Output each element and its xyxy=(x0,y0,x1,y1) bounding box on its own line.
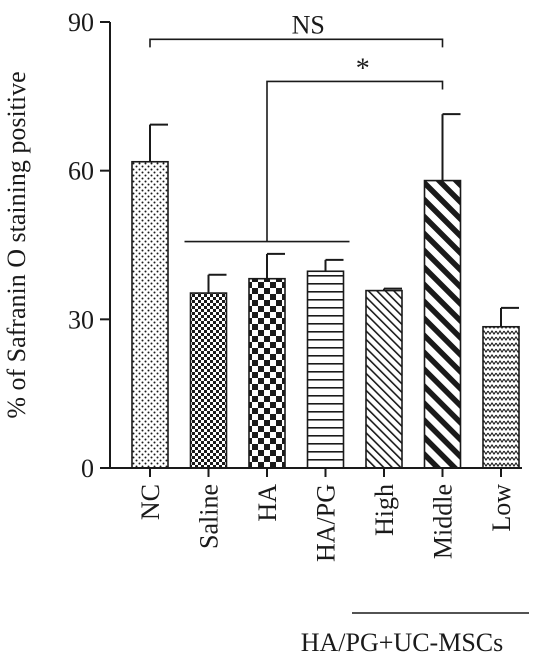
error-bars xyxy=(149,113,519,327)
bracket-ns xyxy=(149,38,444,48)
x-tick-label: Low xyxy=(487,484,516,532)
bracket-significant xyxy=(266,80,444,242)
x-tick-label: NC xyxy=(136,484,165,520)
y-tick-label: 0 xyxy=(81,454,94,483)
x-axis: NC Saline HA HA/PG High Middle Low xyxy=(110,467,522,562)
bars xyxy=(131,160,520,469)
y-tick-label: 90 xyxy=(68,8,94,37)
group-label-text: HA/PG+UC-MSCs xyxy=(301,628,504,657)
y-axis: 0 30 60 90 xyxy=(68,8,111,483)
bar-high xyxy=(365,289,403,469)
bar-ha xyxy=(248,277,286,469)
x-tick-label: High xyxy=(370,484,399,536)
bar-nc xyxy=(131,160,169,469)
x-tick-label: Middle xyxy=(429,484,458,559)
significance-annotations: NS * xyxy=(149,10,444,243)
x-tick-label: Saline xyxy=(195,484,224,549)
y-tick-label: 30 xyxy=(68,305,94,334)
annotation-ns: NS xyxy=(292,10,325,39)
bar-low xyxy=(482,325,520,469)
bar-ha-pg xyxy=(306,270,345,469)
x-tick-label: HA xyxy=(253,484,282,522)
y-axis-title: % of Safranin O staining positive xyxy=(2,71,31,418)
x-tick-label: HA/PG xyxy=(312,484,341,562)
group-label: HA/PG+UC-MSCs xyxy=(301,612,529,657)
annotation-significant: * xyxy=(356,53,370,84)
bar-middle xyxy=(423,179,462,469)
bar-saline xyxy=(189,292,228,469)
y-tick-label: 60 xyxy=(68,157,94,186)
